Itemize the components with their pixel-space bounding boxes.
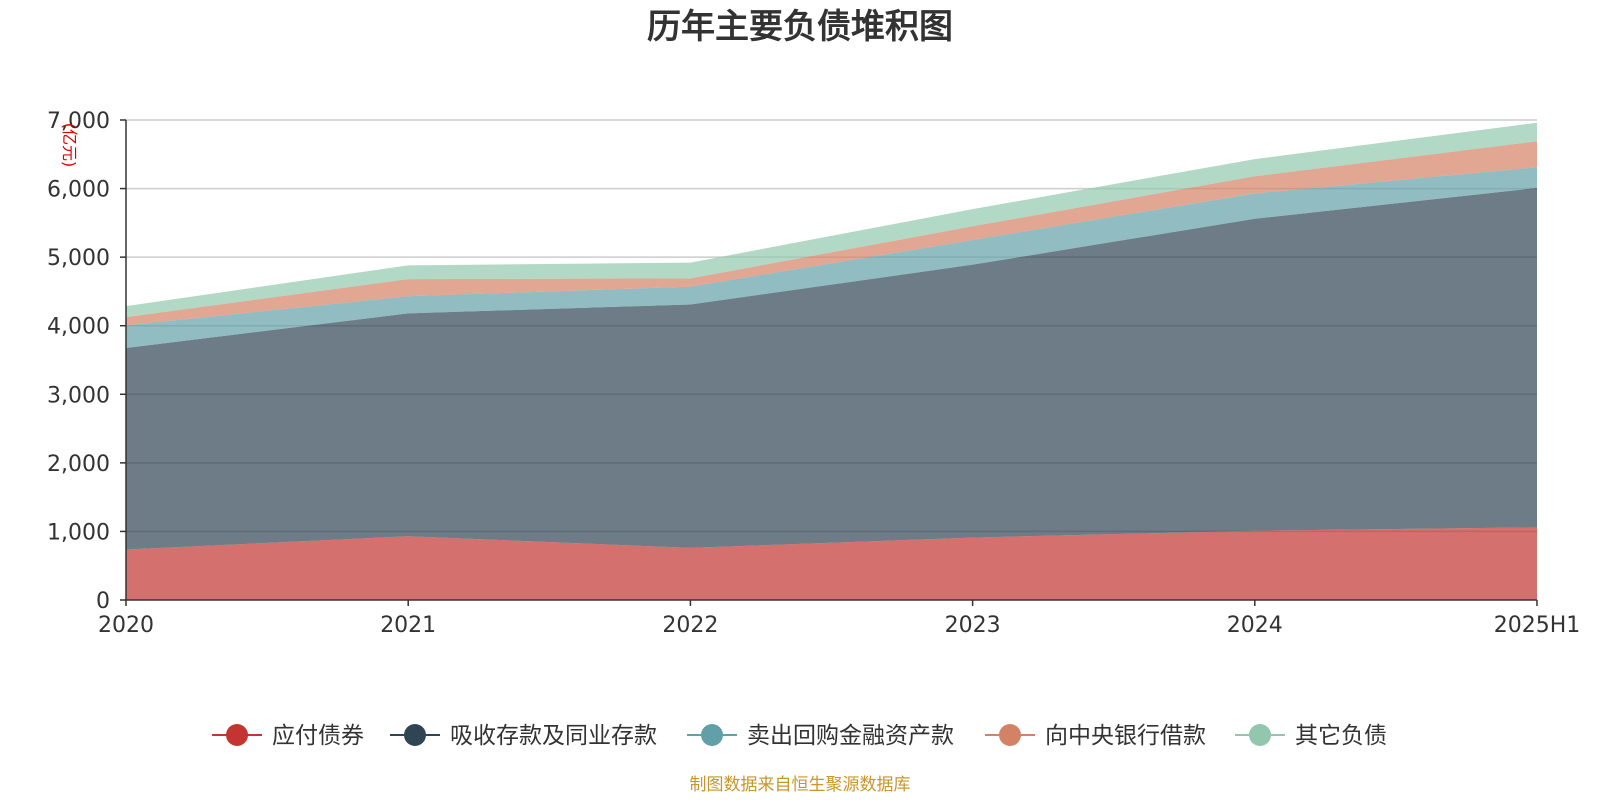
- y-axis-ticks: 0 1,000 2,000 3,000 4,000 5,000 6,000 7,000: [47, 109, 126, 614]
- chart-title: 历年主要负债堆积图: [647, 7, 953, 47]
- y-tick-label: 5,000: [47, 246, 110, 271]
- x-tick-label: 2021: [380, 613, 436, 638]
- legend-marker-icon: [404, 724, 426, 746]
- y-tick-label: 2,000: [47, 452, 110, 477]
- y-tick-label: 1,000: [47, 520, 110, 545]
- legend-marker-icon: [701, 724, 723, 746]
- legend-item-5[interactable]: 其它负债: [1235, 723, 1387, 749]
- x-tick-label: 2023: [945, 613, 1001, 638]
- area-series-4: [126, 141, 1537, 326]
- legend-label: 向中央银行借款: [1045, 723, 1206, 749]
- legend-marker-icon: [1249, 724, 1271, 746]
- legend-marker-icon: [226, 724, 248, 746]
- area-series-1: [126, 527, 1537, 600]
- legend-item-3[interactable]: 卖出回购金融资产款: [687, 723, 954, 749]
- legend-item-2[interactable]: 吸收存款及同业存款: [390, 723, 657, 749]
- x-tick-label: 2020: [98, 613, 154, 638]
- y-tick-label: 3,000: [47, 383, 110, 408]
- legend-label: 应付债券: [272, 723, 364, 749]
- legend-label: 卖出回购金融资产款: [747, 723, 954, 749]
- axes: [125, 120, 1537, 601]
- y-tick-label: 6,000: [47, 178, 110, 203]
- y-tick-label: 7,000: [47, 109, 110, 134]
- x-tick-label: 2024: [1227, 613, 1283, 638]
- legend-label: 吸收存款及同业存款: [450, 723, 657, 749]
- y-tick-label: 0: [96, 589, 110, 614]
- legend-item-1[interactable]: 应付债券: [212, 723, 364, 749]
- x-tick-label: 2025H1: [1494, 613, 1581, 638]
- area-series-group: [126, 122, 1537, 600]
- legend-label: 其它负债: [1295, 723, 1387, 749]
- legend: 应付债券 吸收存款及同业存款 卖出回购金融资产款 向中央银行借款 其它负债: [212, 723, 1387, 749]
- x-axis-ticks: 2020 2021 2022 2023 2024 2025H1: [98, 600, 1580, 638]
- legend-marker-icon: [999, 724, 1021, 746]
- area-series-3: [126, 167, 1537, 348]
- x-tick-label: 2022: [662, 613, 718, 638]
- legend-item-4[interactable]: 向中央银行借款: [985, 723, 1206, 749]
- y-axis-unit-label: (亿元): [60, 123, 79, 168]
- area-series-2: [126, 187, 1537, 550]
- area-series-5: [126, 122, 1537, 318]
- y-tick-label: 4,000: [47, 315, 110, 340]
- source-note: 制图数据来自恒生聚源数据库: [690, 775, 911, 795]
